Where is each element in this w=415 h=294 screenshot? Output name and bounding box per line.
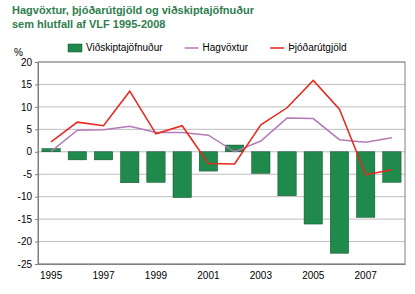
legend-item: Viðskiptajöfnuður [68, 42, 163, 53]
legend-label: Viðskiptajöfnuður [86, 42, 163, 53]
y-tick: 20 [21, 57, 38, 68]
y-tick-mark [35, 62, 38, 63]
y-tick-label: -20 [18, 236, 33, 247]
y-tick-mark [35, 219, 38, 220]
x-tick-label: 1995 [40, 270, 63, 281]
x-tick: 2003 [250, 264, 273, 281]
grid-line [38, 106, 405, 107]
y-tick: 0 [26, 146, 38, 157]
legend-swatch [270, 47, 284, 49]
y-tick-mark [35, 84, 38, 85]
legend-item: Hagvöxtur [185, 42, 249, 53]
y-tick: 10 [21, 102, 38, 113]
bar [383, 152, 401, 183]
y-tick-label: 15 [21, 79, 33, 90]
y-tick: -5 [23, 169, 38, 180]
y-axis-line [38, 63, 39, 265]
bar [173, 152, 191, 198]
legend-label: Þjóðarútgjöld [288, 42, 346, 53]
y-tick-mark [35, 242, 38, 243]
y-tick: -15 [18, 214, 38, 225]
bar [94, 152, 112, 160]
grid [38, 62, 405, 264]
y-tick-mark [35, 264, 38, 265]
y-tick-mark [35, 197, 38, 198]
legend-label: Hagvöxtur [203, 42, 249, 53]
y-tick: 5 [26, 124, 38, 135]
grid-line [38, 196, 405, 197]
y-axis: -25 -20 -15 -10 -5 0 5 10 15 20 [18, 57, 39, 270]
plot: -25 -20 -15 -10 -5 0 5 10 15 20 1995 1997 1999 2001 20… [18, 57, 406, 281]
x-tick-label: 1999 [145, 270, 168, 281]
y-tick: -25 [18, 259, 38, 270]
legend-swatch [68, 44, 82, 52]
y-tick-label: -25 [18, 259, 33, 270]
x-tick: 1997 [92, 264, 115, 281]
line [51, 118, 392, 152]
x-tick: 2007 [355, 264, 378, 281]
y-tick-label: 5 [26, 124, 32, 135]
marks [42, 80, 401, 253]
x-tick-label: 2005 [302, 270, 325, 281]
y-tick: 15 [21, 79, 38, 90]
x-tick-label: 2007 [355, 270, 378, 281]
y-axis-title: % [14, 47, 23, 58]
y-tick-label: -5 [23, 169, 32, 180]
grid-line [38, 151, 405, 152]
legend: Viðskiptajöfnuður Hagvöxtur Þjóðarútgjöld [68, 42, 347, 53]
x-tick: 2005 [302, 264, 325, 281]
y-tick: -10 [18, 191, 38, 202]
bar [357, 152, 375, 218]
bar [147, 152, 165, 183]
grid-line [38, 84, 405, 85]
y-tick-mark [35, 129, 38, 130]
line [51, 80, 392, 174]
y-tick-label: 0 [26, 146, 32, 157]
plot-frame [38, 62, 405, 264]
chart: Hagvöxtur, þjóðarútgjöld og viðskiptajöf… [0, 0, 415, 294]
y-tick: -20 [18, 236, 38, 247]
bar [304, 152, 322, 224]
x-tick: 1995 [40, 264, 63, 281]
y-tick-mark [35, 152, 38, 153]
y-tick-label: 10 [21, 102, 33, 113]
bar [68, 152, 86, 160]
bar [252, 152, 270, 174]
y-tick-mark [35, 107, 38, 108]
x-tick-label: 1997 [92, 270, 115, 281]
plot-background [38, 62, 405, 264]
legend-swatch [185, 47, 199, 49]
grid-line [38, 174, 405, 175]
y-tick-label: 20 [21, 57, 33, 68]
grid-line [38, 241, 405, 242]
bar [330, 152, 348, 253]
title: Hagvöxtur, þjóðarútgjöld og viðskiptajöf… [12, 4, 255, 16]
y-tick-label: -10 [18, 191, 33, 202]
y-tick-label: -15 [18, 214, 33, 225]
grid-line [38, 219, 405, 220]
bar [278, 152, 296, 196]
x-tick-label: 2001 [197, 270, 220, 281]
legend-item: Þjóðarútgjöld [270, 42, 346, 53]
x-tick-label: 2003 [250, 270, 273, 281]
x-tick: 2001 [197, 264, 220, 281]
bar [121, 152, 139, 183]
y-tick-mark [35, 174, 38, 175]
x-tick: 1999 [145, 264, 168, 281]
subtitle: sem hlutfall af VLF 1995-2008 [12, 18, 165, 30]
x-axis: 1995 1997 1999 2001 2003 2005 2007 [39, 264, 406, 281]
x-axis-line [39, 264, 406, 265]
